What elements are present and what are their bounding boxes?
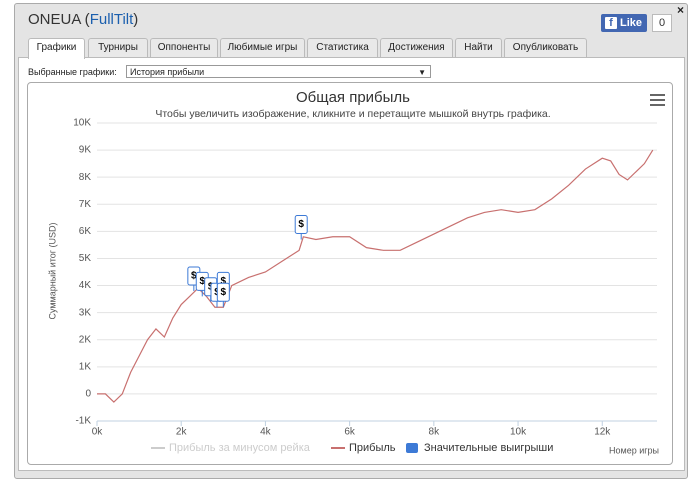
tab[interactable]: Достижения [380,38,453,57]
like-button[interactable]: f Like [601,14,647,32]
y-tick-label: 3K [79,307,92,318]
player-name: ONEUA ( [28,11,90,28]
tab[interactable]: Опубликовать [504,38,587,57]
chart-title: Общая прибыль [296,89,410,106]
x-tick-label: 4k [260,427,272,438]
profit-line [97,149,654,403]
network-link[interactable]: FullTilt [89,11,134,28]
like-text: Like [620,17,643,29]
chart-box: Общая прибыль Чтобы увеличить изображени… [27,82,673,465]
fb-icon: f [605,17,617,29]
tab[interactable]: Найти [455,38,502,57]
tab[interactable]: Статистика [307,38,378,57]
y-tick-label: 9K [79,145,92,156]
x-tick-label: 2k [176,427,188,438]
dropdown-arrow: ▼ [418,68,426,77]
flag-label: $ [221,276,227,287]
y-tick-label: 5K [79,253,92,264]
flag-label: $ [191,271,197,282]
x-axis-label: Номер игры [609,445,659,455]
x-tick-label: 12k [594,427,611,438]
flag-label: $ [199,276,205,287]
y-tick-label: 4K [79,280,92,291]
flag-label: $ [298,219,304,230]
tab[interactable]: Турниры [88,38,148,57]
flag: $ [216,282,230,308]
tab[interactable]: Любимые игры [220,38,305,57]
x-tick-label: 10k [510,427,527,438]
selector-label: Выбранные графики: [28,67,117,77]
title-end: ) [133,11,139,28]
legend-label: Значительные выигрыши [424,442,553,454]
chart-subtitle: Чтобы увеличить изображение, кликните и … [155,108,550,120]
content-panel [18,57,685,471]
y-tick-label: 0 [85,389,91,400]
y-tick-label: 8K [79,172,92,183]
x-tick-label: 8k [429,427,441,438]
header-title: ONEUA (FullTilt) [28,11,138,28]
chart-selector[interactable]: История прибыли ▼ [126,65,431,78]
chart: Общая прибыль Чтобы увеличить изображени… [47,89,665,455]
close-button[interactable]: × [677,3,685,17]
y-tick-label: 6K [79,226,92,237]
y-tick-label: 2K [79,334,92,345]
legend-label: Прибыль за минусом рейка [169,442,311,454]
selector-value: История прибыли [130,67,205,77]
x-tick-label: 6k [344,427,356,438]
y-tick-label: -1K [75,416,91,427]
y-tick-label: 1K [79,361,92,372]
flag-box [216,282,230,302]
legend-label: Прибыль [349,442,396,454]
like-count: 0 [652,14,672,32]
flag-box [294,214,308,234]
legend-swatch [406,443,418,453]
y-tick-label: 7K [79,199,92,210]
tab[interactable]: Графики [28,38,85,59]
y-axis-label: Суммарный итог (USD) [47,222,57,319]
y-tick-label: 10K [73,118,91,129]
menu-icon[interactable] [650,94,665,106]
flag: $ [294,214,308,240]
flag-label: $ [221,287,227,298]
x-tick-label: 0k [92,427,104,438]
tab[interactable]: Оппоненты [150,38,218,57]
